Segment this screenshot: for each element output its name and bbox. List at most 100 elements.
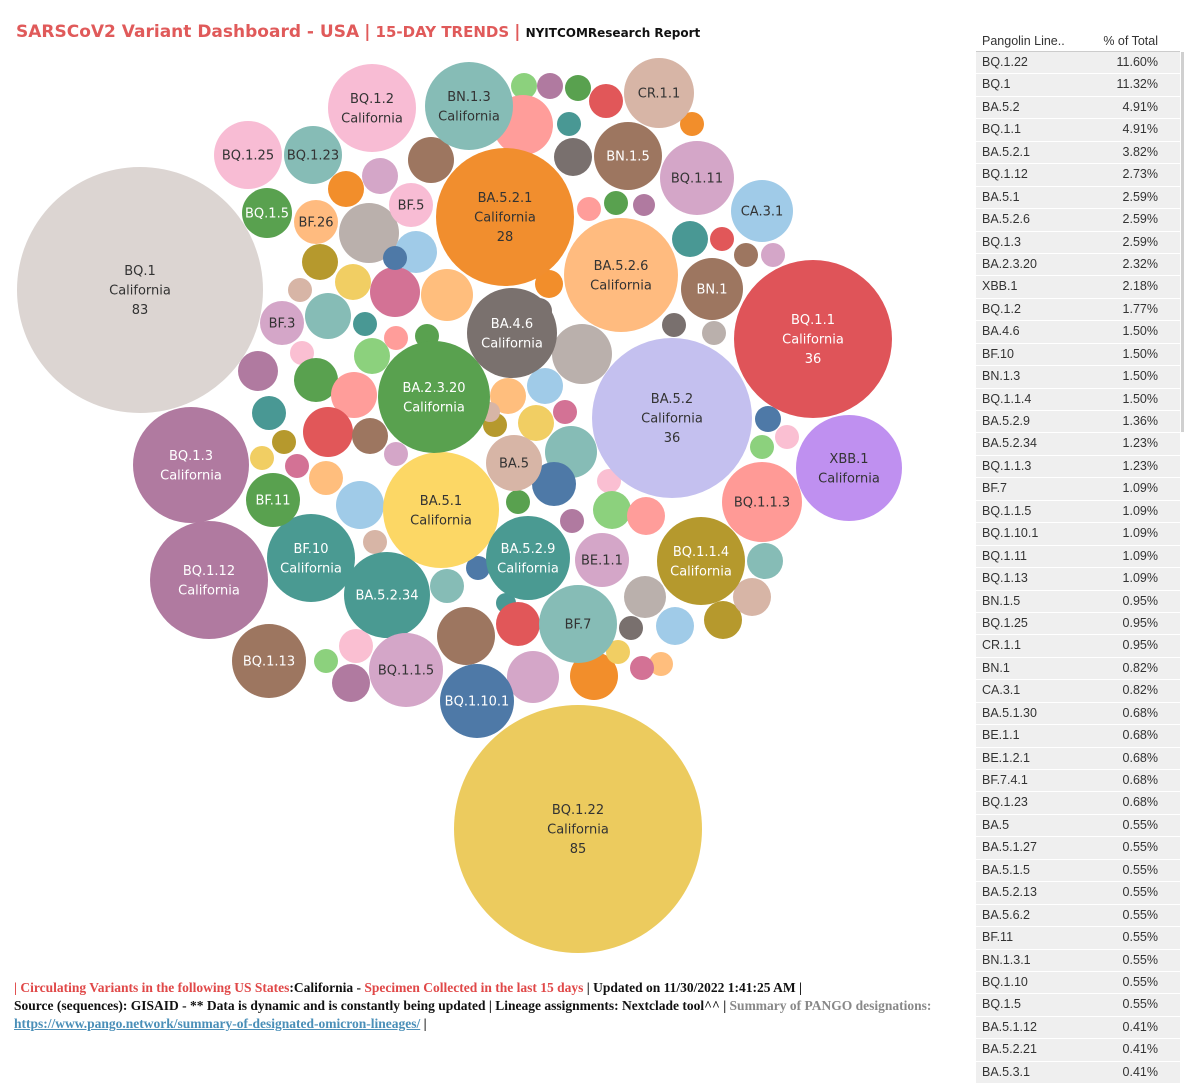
variant-bubble[interactable]: BQ.1.11 <box>660 141 734 215</box>
table-row[interactable]: BF.7.4.1 0.68% <box>976 770 1180 793</box>
variant-bubble-small[interactable] <box>755 406 781 432</box>
variant-bubble-small[interactable] <box>704 601 742 639</box>
variant-bubble[interactable]: BQ.1.3 California <box>133 407 249 523</box>
variant-bubble[interactable]: BN.1.3 California <box>425 62 513 150</box>
variant-bubble-small[interactable] <box>630 656 654 680</box>
table-row[interactable]: BA.5.2 4.91% <box>976 96 1180 120</box>
variant-bubble-small[interactable] <box>557 112 581 136</box>
table-row[interactable]: BQ.1.1.5 1.09% <box>976 500 1180 524</box>
table-row[interactable]: BA.2.3.20 2.32% <box>976 253 1180 277</box>
table-row[interactable]: BA.5.1 2.59% <box>976 186 1180 210</box>
variant-bubble-small[interactable] <box>577 197 601 221</box>
table-row[interactable]: BF.7 1.09% <box>976 478 1180 501</box>
variant-bubble-small[interactable] <box>309 461 343 495</box>
variant-bubble[interactable]: BF.5 <box>389 183 433 227</box>
variant-bubble[interactable]: BA.2.3.20 California <box>378 341 490 453</box>
variant-bubble-small[interactable] <box>680 112 704 136</box>
table-row[interactable]: BA.5.2.9 1.36% <box>976 411 1180 434</box>
table-row[interactable]: BA.5.2.21 0.41% <box>976 1039 1180 1062</box>
table-row[interactable]: BQ.1.13 1.09% <box>976 568 1180 591</box>
variant-bubble[interactable]: BF.26 <box>294 200 338 244</box>
table-row[interactable]: BQ.1.2 1.77% <box>976 298 1180 322</box>
variant-bubble-small[interactable] <box>336 481 384 529</box>
variant-bubble[interactable]: BQ.1.25 <box>214 121 282 189</box>
table-row[interactable]: BQ.1.1 4.91% <box>976 119 1180 142</box>
table-row[interactable]: BQ.1.10.1 1.09% <box>976 523 1180 546</box>
variant-bubble-small[interactable] <box>597 469 621 493</box>
variant-bubble-small[interactable] <box>734 243 758 267</box>
table-row[interactable]: BN.1.5 0.95% <box>976 590 1180 613</box>
table-row[interactable]: BQ.1.23 0.68% <box>976 792 1180 815</box>
variant-bubble[interactable]: BQ.1.1.3 <box>722 462 802 542</box>
variant-bubble-small[interactable] <box>302 244 338 280</box>
table-row[interactable]: BF.10 1.50% <box>976 343 1180 367</box>
variant-bubble[interactable]: BA.5.2.34 <box>344 552 430 638</box>
variant-bubble[interactable]: BN.1 <box>681 258 743 320</box>
variant-bubble-small[interactable] <box>775 425 799 449</box>
variant-bubble-small[interactable] <box>331 372 377 418</box>
variant-bubble[interactable]: BQ.1.23 <box>284 126 342 184</box>
variant-bubble-small[interactable] <box>294 358 338 402</box>
variant-bubble-small[interactable] <box>649 652 673 676</box>
table-row[interactable]: BA.5.6.2 0.55% <box>976 904 1180 928</box>
variant-bubble-small[interactable] <box>437 607 495 665</box>
variant-bubble-small[interactable] <box>535 270 563 298</box>
table-row[interactable]: BQ.1.22 11.60% <box>976 52 1180 75</box>
variant-bubble-small[interactable] <box>250 446 274 470</box>
table-row[interactable]: BE.1.1 0.68% <box>976 725 1180 748</box>
table-row[interactable]: BQ.1.11 1.09% <box>976 545 1180 569</box>
variant-bubble[interactable]: BA.4.6 California <box>467 288 557 378</box>
variant-bubble-small[interactable] <box>490 378 526 414</box>
variant-bubble-small[interactable] <box>589 84 623 118</box>
variant-bubble-small[interactable] <box>624 576 666 618</box>
variant-bubble[interactable]: CA.3.1 <box>731 180 793 242</box>
table-row[interactable]: BA.5.1.30 0.68% <box>976 702 1180 726</box>
variant-bubble-small[interactable] <box>604 191 628 215</box>
variant-bubble-small[interactable] <box>506 490 530 514</box>
variant-bubble-small[interactable] <box>363 530 387 554</box>
table-row[interactable]: BQ.1 11.32% <box>976 74 1180 97</box>
variant-bubble-small[interactable] <box>552 324 612 384</box>
variant-bubble[interactable]: BA.5.2 California 36 <box>592 338 752 498</box>
variant-bubble-small[interactable] <box>252 396 286 430</box>
variant-bubble-small[interactable] <box>672 221 708 257</box>
table-row[interactable]: BA.5.2.6 2.59% <box>976 209 1180 232</box>
variant-bubble-small[interactable] <box>370 267 420 317</box>
pango-link[interactable]: https://www.pango.network/summary-of-des… <box>14 1016 421 1031</box>
variant-bubble-small[interactable] <box>328 171 364 207</box>
variant-bubble[interactable]: BQ.1.10.1 <box>440 664 514 738</box>
variant-bubble-small[interactable] <box>511 73 537 99</box>
variant-bubble[interactable]: BQ.1.22 California 85 <box>454 705 702 953</box>
table-row[interactable]: BQ.1.1.4 1.50% <box>976 388 1180 411</box>
variant-bubble[interactable]: BF.11 <box>246 473 300 527</box>
variant-bubble[interactable]: BQ.1.1.4 California <box>657 517 745 605</box>
variant-bubble-small[interactable] <box>532 462 576 506</box>
variant-bubble-small[interactable] <box>619 616 643 640</box>
variant-bubble-small[interactable] <box>332 664 370 702</box>
variant-bubble-small[interactable] <box>537 73 563 99</box>
variant-bubble[interactable]: BN.1.5 <box>594 122 662 190</box>
variant-bubble-small[interactable] <box>335 264 371 300</box>
variant-bubble-small[interactable] <box>272 430 296 454</box>
variant-bubble-small[interactable] <box>656 607 694 645</box>
variant-bubble-small[interactable] <box>238 351 278 391</box>
variant-bubble[interactable]: XBB.1 California <box>796 415 902 521</box>
variant-bubble[interactable]: BF.7 <box>539 585 617 663</box>
variant-bubble-small[interactable] <box>290 341 314 365</box>
table-row[interactable]: BQ.1.10 0.55% <box>976 971 1180 995</box>
table-scrollbar[interactable] <box>1181 52 1184 432</box>
variant-bubble-small[interactable] <box>339 203 399 263</box>
variant-bubble-small[interactable] <box>352 418 388 454</box>
variant-bubble-small[interactable] <box>518 405 554 441</box>
variant-bubble-small[interactable] <box>527 368 563 404</box>
variant-bubble-small[interactable] <box>633 194 655 216</box>
variant-bubble[interactable]: BF.10 California <box>267 514 355 602</box>
variant-bubble[interactable]: BQ.1.5 <box>242 188 292 238</box>
variant-bubble-small[interactable] <box>553 400 577 424</box>
variant-bubble-small[interactable] <box>384 442 408 466</box>
table-row[interactable]: BQ.1.3 2.59% <box>976 231 1180 254</box>
table-row[interactable]: BA.5.2.1 3.82% <box>976 141 1180 165</box>
variant-bubble-small[interactable] <box>507 651 559 703</box>
variant-bubble-small[interactable] <box>710 227 734 251</box>
column-header-percent[interactable]: % of Total <box>1103 34 1158 48</box>
